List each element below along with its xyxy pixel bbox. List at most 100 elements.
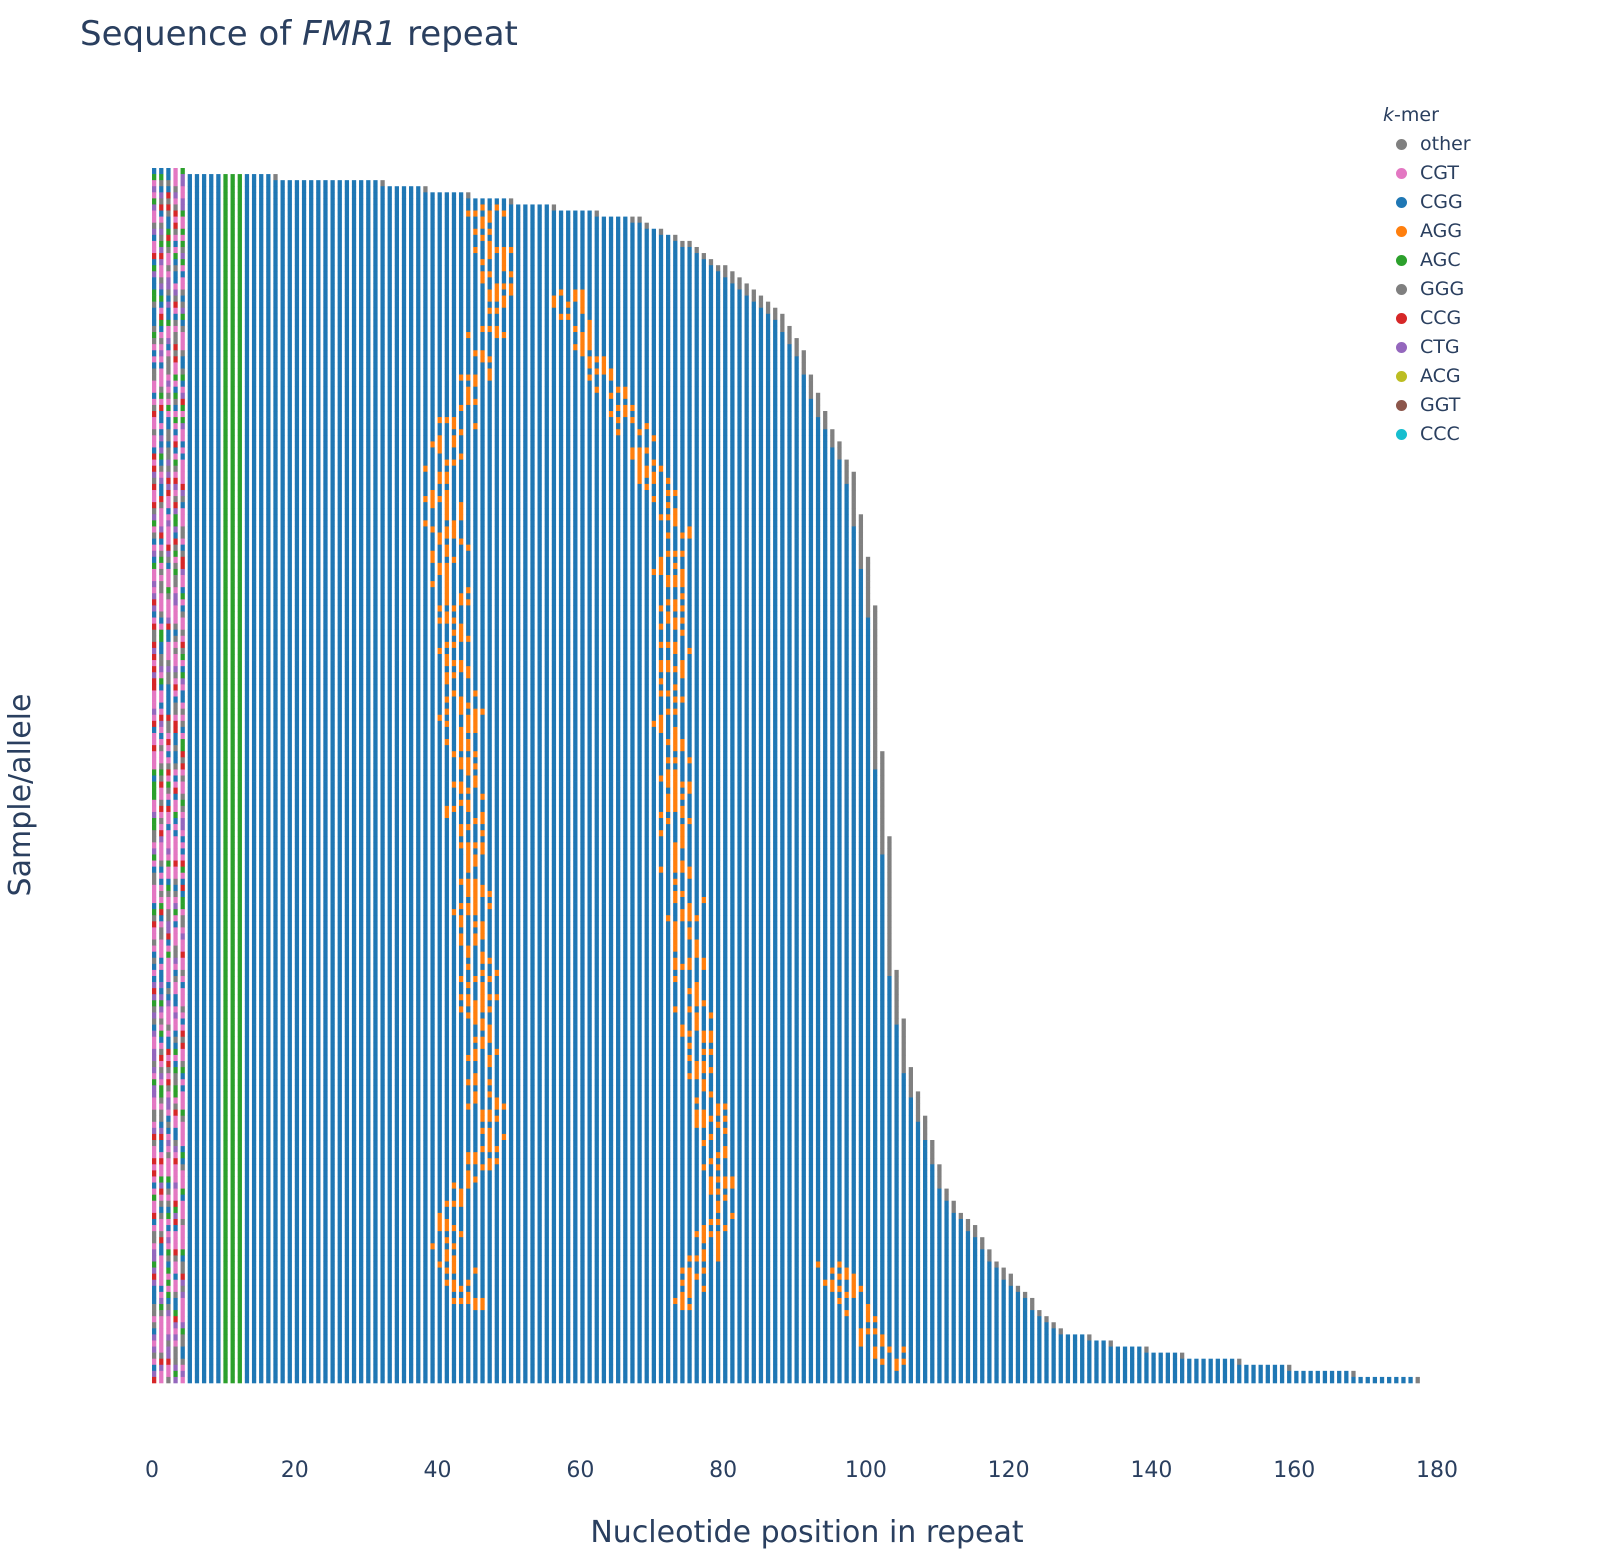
- heatmap-cell: [752, 466, 756, 472]
- heatmap-cell: [687, 490, 691, 496]
- heatmap-cell: [495, 314, 499, 320]
- heatmap-cell: [352, 247, 356, 253]
- heatmap-cell: [152, 423, 156, 429]
- heatmap-cell: [552, 526, 556, 532]
- heatmap-cell: [616, 411, 620, 417]
- heatmap-cell: [302, 241, 306, 247]
- heatmap-cell: [530, 466, 534, 472]
- heatmap-cell: [266, 229, 270, 235]
- heatmap-cell: [173, 192, 177, 198]
- heatmap-cell: [159, 368, 163, 374]
- heatmap-cell: [816, 417, 820, 423]
- heatmap-cell: [580, 338, 584, 344]
- heatmap-cell: [730, 399, 734, 405]
- heatmap-cell: [759, 435, 763, 441]
- heatmap-cell: [152, 229, 156, 235]
- heatmap-cell: [488, 520, 492, 526]
- heatmap-cell: [302, 429, 306, 435]
- heatmap-cell: [409, 502, 413, 508]
- heatmap-cell: [373, 472, 377, 478]
- heatmap-cell: [202, 211, 206, 217]
- heatmap-cell: [687, 429, 691, 435]
- heatmap-cell: [345, 526, 349, 532]
- heatmap-cell: [844, 496, 848, 502]
- heatmap-cell: [795, 362, 799, 368]
- heatmap-cell: [530, 229, 534, 235]
- heatmap-cell: [445, 466, 449, 472]
- heatmap-cell: [723, 447, 727, 453]
- heatmap-cell: [595, 484, 599, 490]
- heatmap-cell: [773, 411, 777, 417]
- heatmap-cell: [630, 454, 634, 460]
- heatmap-cell: [737, 484, 741, 490]
- heatmap-cell: [488, 472, 492, 478]
- heatmap-cell: [330, 296, 334, 302]
- heatmap-cell: [395, 447, 399, 453]
- heatmap-cell: [181, 192, 185, 198]
- heatmap-cell: [416, 302, 420, 308]
- heatmap-cell: [495, 362, 499, 368]
- heatmap-cell: [666, 405, 670, 411]
- heatmap-cell: [559, 308, 563, 314]
- heatmap-cell: [309, 411, 313, 417]
- heatmap-cell: [637, 447, 641, 453]
- heatmap-cell: [495, 435, 499, 441]
- heatmap-cell: [238, 314, 242, 320]
- heatmap-cell: [445, 235, 449, 241]
- heatmap-cell: [402, 399, 406, 405]
- heatmap-cell: [316, 393, 320, 399]
- heatmap-cell: [716, 399, 720, 405]
- heatmap-cell: [273, 332, 277, 338]
- heatmap-cell: [523, 375, 527, 381]
- heatmap-cell: [345, 283, 349, 289]
- heatmap-cell: [352, 526, 356, 532]
- heatmap-cell: [488, 223, 492, 229]
- heatmap-cell: [616, 478, 620, 484]
- heatmap-cell: [338, 217, 342, 223]
- heatmap-cell: [659, 454, 663, 460]
- heatmap-cell: [680, 393, 684, 399]
- heatmap-cell: [637, 496, 641, 502]
- heatmap-cell: [795, 466, 799, 472]
- heatmap-cell: [159, 308, 163, 314]
- heatmap-cell: [423, 393, 427, 399]
- heatmap-cell: [538, 265, 542, 271]
- heatmap-cell: [459, 478, 463, 484]
- heatmap-cell: [238, 502, 242, 508]
- heatmap-cell: [402, 296, 406, 302]
- heatmap-cell: [352, 387, 356, 393]
- heatmap-cell: [752, 326, 756, 332]
- heatmap-cell: [366, 368, 370, 374]
- heatmap-cell: [409, 514, 413, 520]
- heatmap-cell: [223, 241, 227, 247]
- heatmap-cell: [766, 454, 770, 460]
- heatmap-cell: [566, 290, 570, 296]
- heatmap-cell: [573, 405, 577, 411]
- heatmap-cell: [330, 387, 334, 393]
- heatmap-cell: [645, 271, 649, 277]
- heatmap-cell: [202, 283, 206, 289]
- heatmap-cell: [266, 223, 270, 229]
- heatmap-cell: [823, 423, 827, 429]
- heatmap-cell: [323, 265, 327, 271]
- heatmap-cell: [652, 417, 656, 423]
- heatmap-cell: [752, 356, 756, 362]
- heatmap-cell: [780, 423, 784, 429]
- heatmap-cell: [716, 514, 720, 520]
- heatmap-cell: [645, 435, 649, 441]
- heatmap-cell: [509, 399, 513, 405]
- heatmap-cell: [545, 454, 549, 460]
- heatmap-cell: [466, 375, 470, 381]
- heatmap-cell: [673, 338, 677, 344]
- heatmap-cell: [559, 447, 563, 453]
- heatmap-cell: [231, 192, 235, 198]
- heatmap-cell: [816, 484, 820, 490]
- heatmap-cell: [266, 447, 270, 453]
- heatmap-cell: [188, 247, 192, 253]
- heatmap-cell: [416, 290, 420, 296]
- heatmap-cell: [773, 429, 777, 435]
- heatmap-cell: [223, 253, 227, 259]
- heatmap-cell: [316, 484, 320, 490]
- heatmap-cell: [423, 478, 427, 484]
- heatmap-cell: [473, 484, 477, 490]
